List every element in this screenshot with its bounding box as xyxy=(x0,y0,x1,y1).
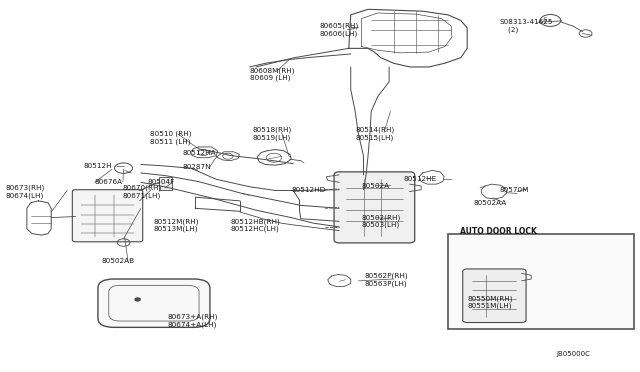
Text: 80514(RH)
80515(LH): 80514(RH) 80515(LH) xyxy=(355,127,394,141)
Text: 80570M: 80570M xyxy=(499,187,529,193)
Text: S08313-41625
    (2): S08313-41625 (2) xyxy=(499,19,553,33)
Text: 80550M(RH)
80551M(LH): 80550M(RH) 80551M(LH) xyxy=(467,295,513,309)
Text: AUTO DOOR LOCK: AUTO DOOR LOCK xyxy=(460,227,536,236)
Text: 80502AB: 80502AB xyxy=(101,258,134,264)
Text: 80502(RH)
80503(LH): 80502(RH) 80503(LH) xyxy=(362,214,401,228)
FancyBboxPatch shape xyxy=(98,279,210,327)
Text: 80510 (RH)
80511 (LH): 80510 (RH) 80511 (LH) xyxy=(150,131,192,145)
Text: 80512HA: 80512HA xyxy=(182,150,216,155)
Text: 80673(RH)
80674(LH): 80673(RH) 80674(LH) xyxy=(5,185,44,199)
Text: 80502A: 80502A xyxy=(362,183,390,189)
FancyBboxPatch shape xyxy=(463,269,526,323)
Text: 80608M(RH)
80609 (LH): 80608M(RH) 80609 (LH) xyxy=(250,67,295,81)
Text: 80512HD: 80512HD xyxy=(291,187,326,193)
Text: 80502AA: 80502AA xyxy=(474,200,507,206)
FancyBboxPatch shape xyxy=(72,190,143,242)
FancyBboxPatch shape xyxy=(334,172,415,243)
Text: 80605(RH)
80606(LH): 80605(RH) 80606(LH) xyxy=(320,23,359,37)
Text: 80287N: 80287N xyxy=(182,164,211,170)
Circle shape xyxy=(135,298,140,301)
Text: 80673+A(RH)
80674+A(LH): 80673+A(RH) 80674+A(LH) xyxy=(168,314,218,328)
Bar xyxy=(448,234,634,329)
Text: 80512H: 80512H xyxy=(83,163,112,169)
Text: JB05000C: JB05000C xyxy=(557,351,591,357)
Text: 80512M(RH)
80513M(LH): 80512M(RH) 80513M(LH) xyxy=(154,218,199,232)
FancyBboxPatch shape xyxy=(109,285,199,321)
Text: 80562P(RH)
80563P(LH): 80562P(RH) 80563P(LH) xyxy=(365,273,408,287)
Text: 80670(RH)
80671(LH): 80670(RH) 80671(LH) xyxy=(123,185,162,199)
Bar xyxy=(159,177,172,190)
Text: 80518(RH)
80519(LH): 80518(RH) 80519(LH) xyxy=(253,127,292,141)
Text: 80504F: 80504F xyxy=(147,179,175,185)
Text: S: S xyxy=(543,17,547,22)
Text: 80676A: 80676A xyxy=(95,179,123,185)
Text: 80512HE: 80512HE xyxy=(403,176,436,182)
Text: 80512HB(RH)
80512HC(LH): 80512HB(RH) 80512HC(LH) xyxy=(230,218,280,232)
